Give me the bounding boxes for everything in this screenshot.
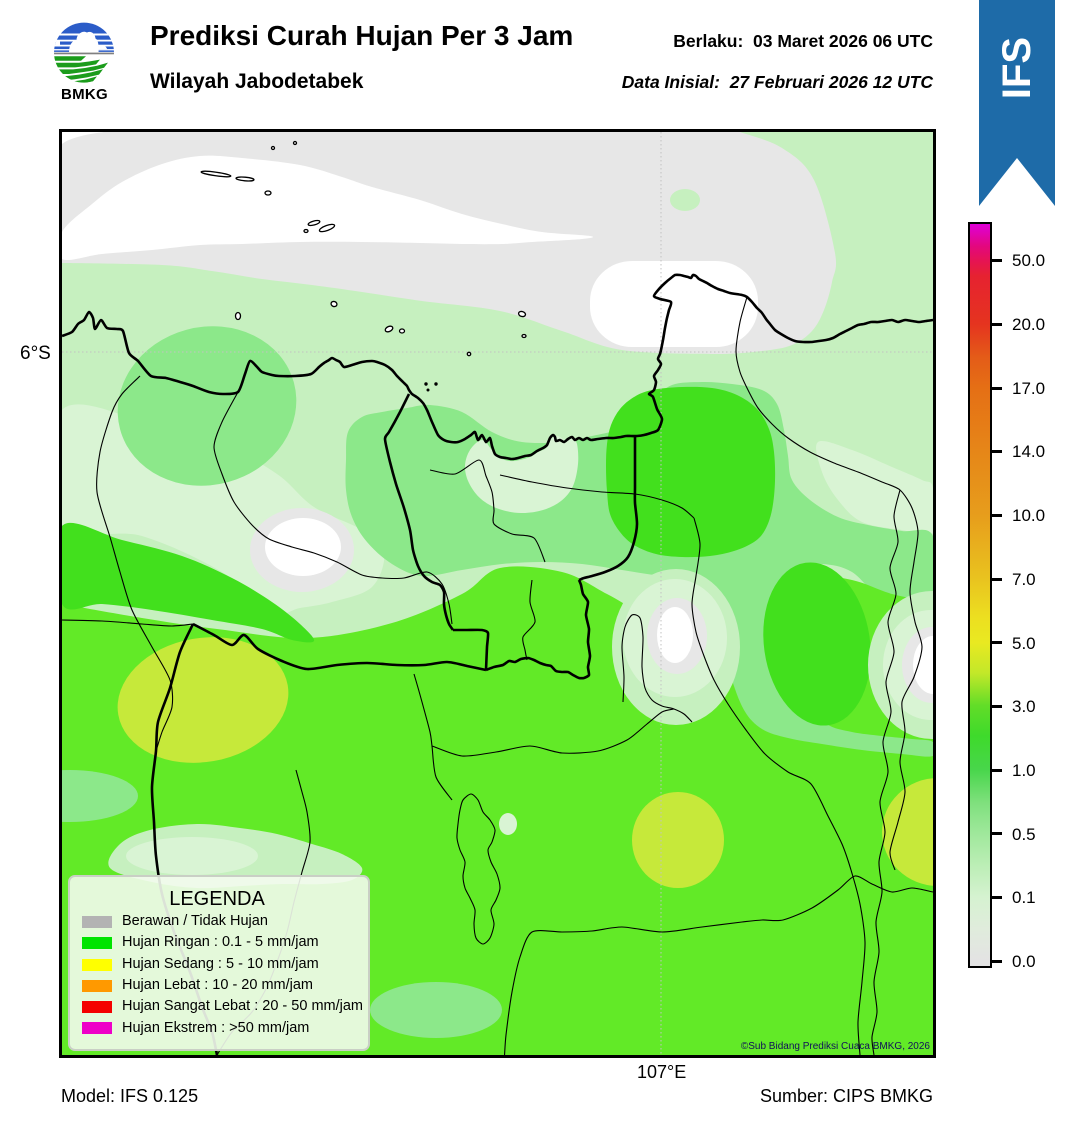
svg-text:IFS: IFS [995, 37, 1039, 99]
